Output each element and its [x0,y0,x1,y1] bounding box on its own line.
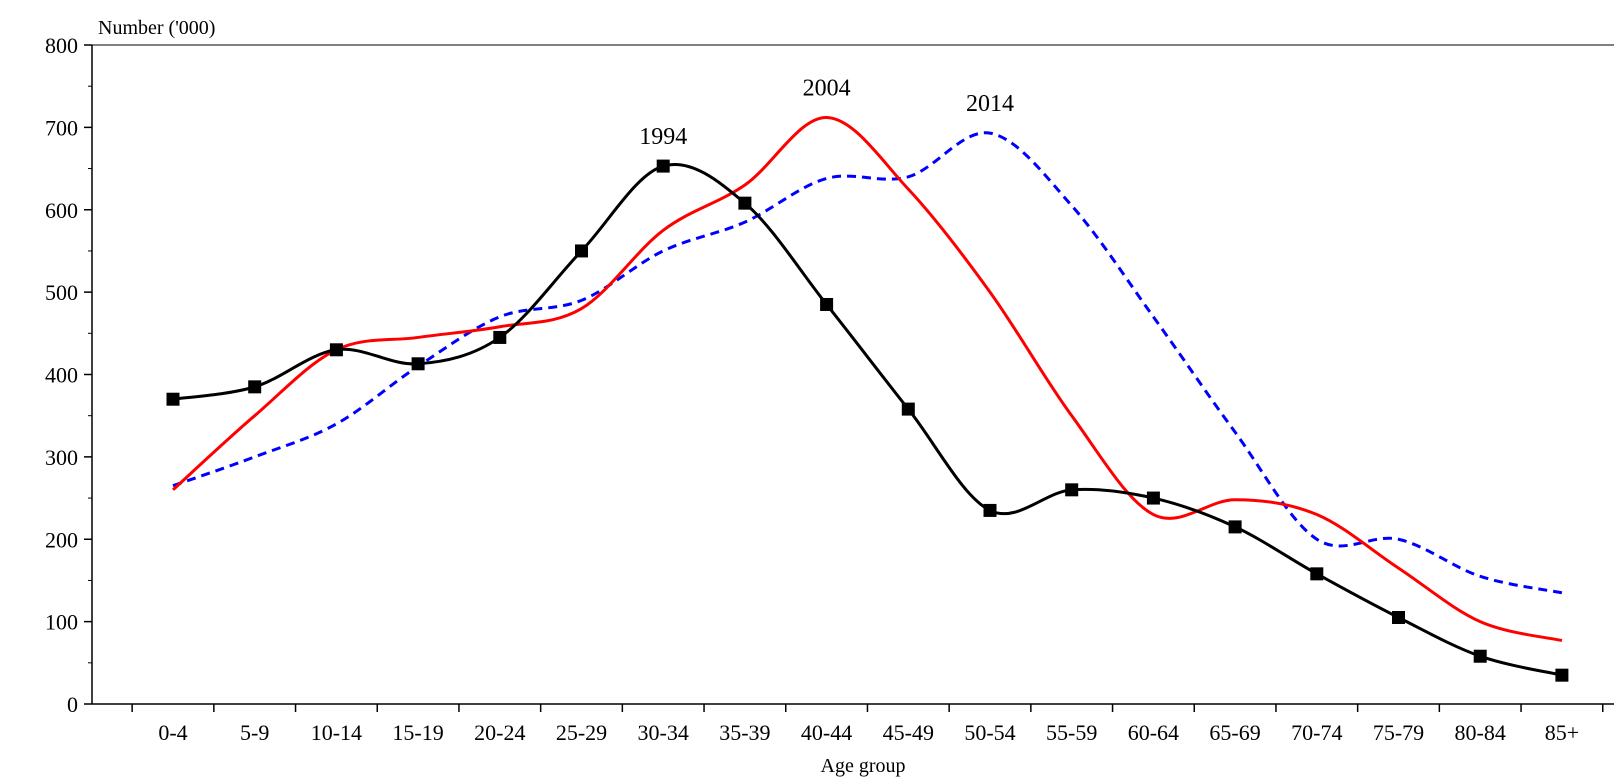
series-marker-1994 [493,330,507,344]
x-tick-label: 25-29 [556,720,607,745]
series-line-1994 [172,163,1563,677]
y-tick-label: 200 [45,527,78,552]
series-marker-1994 [820,297,834,311]
series-marker-1994 [1065,483,1079,497]
series-marker-1994 [901,402,915,416]
series-labels: 1994 2004 2014 [639,75,1014,150]
x-axis-ticks: 0-4 5-9 10-14 15-19 20-24 25-29 30-34 35-39 40-4… [131,704,1604,745]
x-tick-label: 70-74 [1291,720,1342,745]
series-label-2004: 2004 [803,75,851,101]
y-tick-label: 700 [45,115,78,140]
series-markers [166,159,1569,682]
y-tick-label: 100 [45,610,78,635]
y-tick-label: 300 [45,445,78,470]
y-tick-label: 600 [45,198,78,223]
x-tick-label: 0-4 [158,720,187,745]
x-tick-label: 55-59 [1046,720,1097,745]
y-axis-title: Number ('000) [98,17,215,39]
series-marker-1994 [329,343,343,357]
x-tick-label: 30-34 [638,720,689,745]
series-lines [171,115,1563,677]
x-tick-label: 35-39 [719,720,770,745]
series-marker-1994 [1146,491,1160,505]
series-marker-1994 [738,196,752,210]
x-tick-label: 50-54 [964,720,1015,745]
x-tick-label: 15-19 [392,720,443,745]
series-marker-1994 [411,357,425,371]
x-tick-label: 20-24 [474,720,525,745]
series-line-2014 [172,131,1563,595]
axes [91,44,1614,705]
series-marker-1994 [1473,649,1487,663]
x-tick-label: 45-49 [883,720,934,745]
series-marker-1994 [575,244,588,258]
series-marker-1994 [656,159,670,173]
y-tick-label: 400 [45,363,78,388]
series-label-2014: 2014 [966,91,1014,117]
series-marker-1994 [1228,520,1242,534]
series-marker-1994 [983,503,997,517]
series-marker-1994 [1392,611,1405,625]
x-tick-label: 65-69 [1209,720,1260,745]
x-tick-label: 75-79 [1373,720,1424,745]
y-tick-label: 0 [67,692,78,717]
series-marker-1994 [248,380,262,394]
x-tick-label: 60-64 [1128,720,1179,745]
series-marker-1994 [1310,567,1324,581]
x-tick-label: 40-44 [801,720,852,745]
x-axis-title: Age group [821,755,906,777]
series-marker-1994 [166,392,180,406]
series-line-2004 [171,115,1563,643]
x-tick-label: 80-84 [1455,720,1506,745]
y-tick-label: 800 [45,33,78,58]
x-tick-label: 10-14 [311,720,362,745]
y-tick-label: 500 [45,280,78,305]
series-label-1994: 1994 [639,124,687,150]
series-marker-1994 [1555,668,1569,682]
y-axis-ticks: 0 100 200 300 400 500 600 700 800 [45,33,92,717]
x-tick-label: 85+ [1545,720,1579,745]
x-tick-label: 5-9 [240,720,269,745]
